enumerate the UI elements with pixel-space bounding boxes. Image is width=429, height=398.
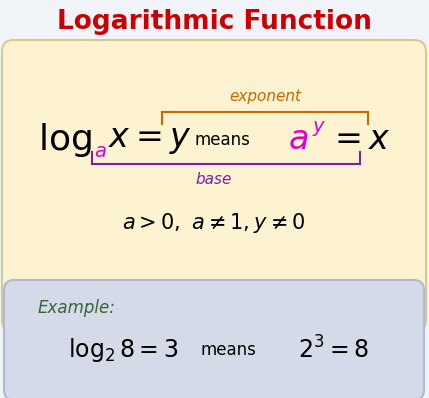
Text: exponent: exponent	[229, 90, 301, 105]
Text: $\log_2 8 = 3$: $\log_2 8 = 3$	[68, 336, 178, 364]
Text: means: means	[194, 131, 250, 149]
Text: $a$: $a$	[94, 143, 107, 161]
FancyBboxPatch shape	[2, 40, 426, 332]
Text: $a > 0,\ a \neq 1, y \neq 0$: $a > 0,\ a \neq 1, y \neq 0$	[122, 211, 306, 235]
Text: $= x$: $= x$	[328, 124, 391, 156]
FancyBboxPatch shape	[4, 280, 424, 398]
Text: base: base	[196, 172, 232, 187]
Text: Logarithmic Function: Logarithmic Function	[57, 9, 372, 35]
Text: $2^3 = 8$: $2^3 = 8$	[298, 336, 369, 364]
Text: means: means	[200, 341, 256, 359]
Text: $\mathrm{log}$: $\mathrm{log}$	[38, 121, 92, 159]
Text: Example:: Example:	[38, 299, 116, 317]
Text: $x = y$: $x = y$	[108, 124, 192, 156]
Text: $a$: $a$	[288, 124, 308, 156]
Text: $y$: $y$	[312, 119, 326, 137]
